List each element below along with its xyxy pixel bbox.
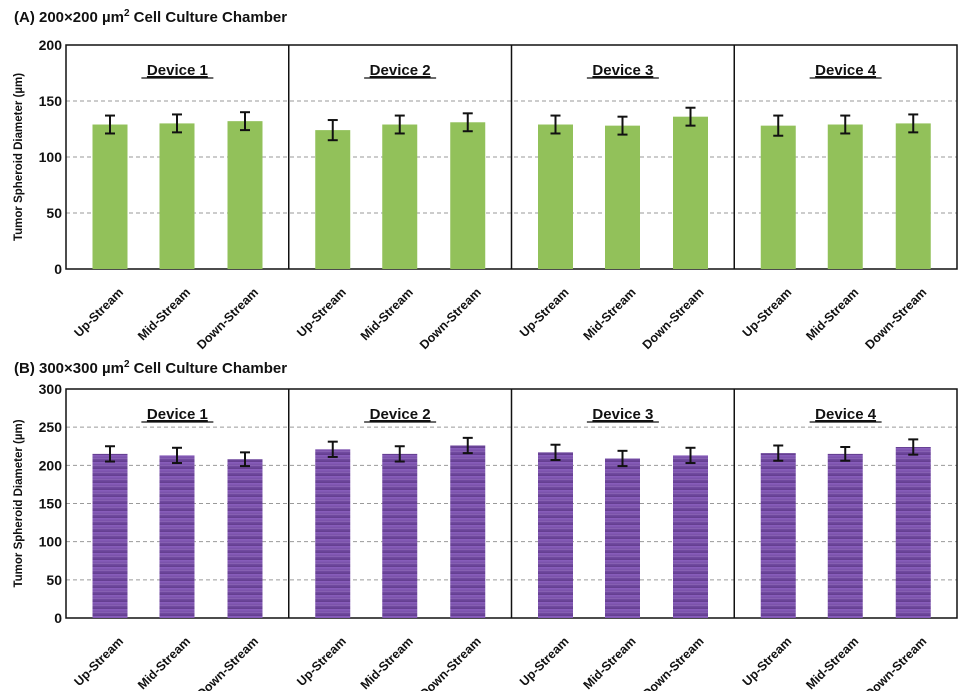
y-tick-label: 150 [39,496,63,512]
panel-title-prefix: (B) 300×300 µm [14,360,124,377]
panel-title-suffix: Cell Culture Chamber [130,360,288,377]
y-tick-label: 100 [39,534,63,550]
bar [315,130,351,269]
bar [895,123,931,270]
x-tick-label: Down-Stream [640,285,707,352]
y-tick-label: 300 [39,381,63,397]
y-tick-label: 250 [39,419,63,435]
panel-title: (A) 200×200 µm2 Cell Culture Chamber [14,8,287,26]
x-tick-label: Mid-Stream [581,634,639,691]
device-label: Device 2 [370,406,431,423]
bar [538,124,573,270]
y-tick-label: 100 [39,149,63,165]
bar [760,125,796,269]
x-tick-label: Down-Stream [862,634,929,691]
y-tick-label: 150 [39,93,63,109]
panel-title-suffix: Cell Culture Chamber [130,9,288,26]
x-tick-label: Mid-Stream [803,634,861,691]
x-tick-label: Down-Stream [194,285,261,352]
bar [92,453,128,618]
y-tick-label: 200 [39,37,63,53]
device-label: Device 4 [815,406,877,423]
x-tick-label: Up-Stream [517,634,572,689]
y-tick-label: 50 [46,205,62,221]
bar [827,124,863,270]
bar [159,123,195,270]
y-axis-label: Tumor Spheroid Diameter (µm) [13,73,25,241]
x-tick-label: Up-Stream [294,634,349,689]
x-tick-label: Up-Stream [517,285,572,340]
bar [382,453,418,618]
x-tick-label: Mid-Stream [581,285,639,343]
y-tick-label: 0 [54,610,62,626]
y-axis-label: Tumor Spheroid Diameter (µm) [13,419,25,587]
bar [605,125,640,269]
y-tick-label: 200 [39,457,63,473]
x-tick-label: Up-Stream [740,634,795,689]
x-tick-label: Up-Stream [740,285,795,340]
x-tick-label: Down-Stream [417,285,484,352]
bar [227,121,263,269]
bar [450,445,486,618]
panel-title: (B) 300×300 µm2 Cell Culture Chamber [14,359,287,377]
y-tick-label: 50 [46,572,62,588]
x-tick-label: Mid-Stream [803,285,861,343]
bar [159,455,195,618]
x-tick-label: Mid-Stream [358,634,416,691]
x-tick-label: Mid-Stream [358,285,416,343]
device-label: Device 1 [147,62,208,79]
x-tick-label: Down-Stream [640,634,707,691]
y-tick-label: 0 [54,261,62,277]
bar [895,447,931,618]
bar [827,453,863,618]
panel-a: (A) 200×200 µm2 Cell Culture Chamber Tumo… [13,8,958,352]
bar [760,453,796,618]
device-label: Device 4 [815,62,877,79]
x-tick-label: Up-Stream [72,634,127,689]
panel-title-prefix: (A) 200×200 µm [14,9,124,26]
bar [227,459,263,618]
x-tick-label: Down-Stream [417,634,484,691]
bar [450,122,486,269]
bar [538,452,573,618]
x-tick-label: Mid-Stream [135,285,193,343]
panel-b: (B) 300×300 µm2 Cell Culture Chamber Tumo… [13,359,958,696]
x-tick-label: Down-Stream [862,285,929,352]
x-tick-label: Up-Stream [294,285,349,340]
x-tick-label: Up-Stream [72,285,127,340]
bar [605,458,640,618]
device-label: Device 1 [147,406,208,423]
panel-title-superscript: 2 [124,359,130,370]
device-label: Device 3 [592,406,653,423]
device-label: Device 2 [370,62,431,79]
bar [382,124,418,270]
x-tick-label: Mid-Stream [135,634,193,691]
bar [673,116,708,270]
bar [673,455,708,618]
panel-title-superscript: 2 [124,8,130,19]
bar [92,124,128,270]
device-label: Device 3 [592,62,653,79]
bar [315,449,351,618]
x-tick-label: Down-Stream [194,634,261,691]
